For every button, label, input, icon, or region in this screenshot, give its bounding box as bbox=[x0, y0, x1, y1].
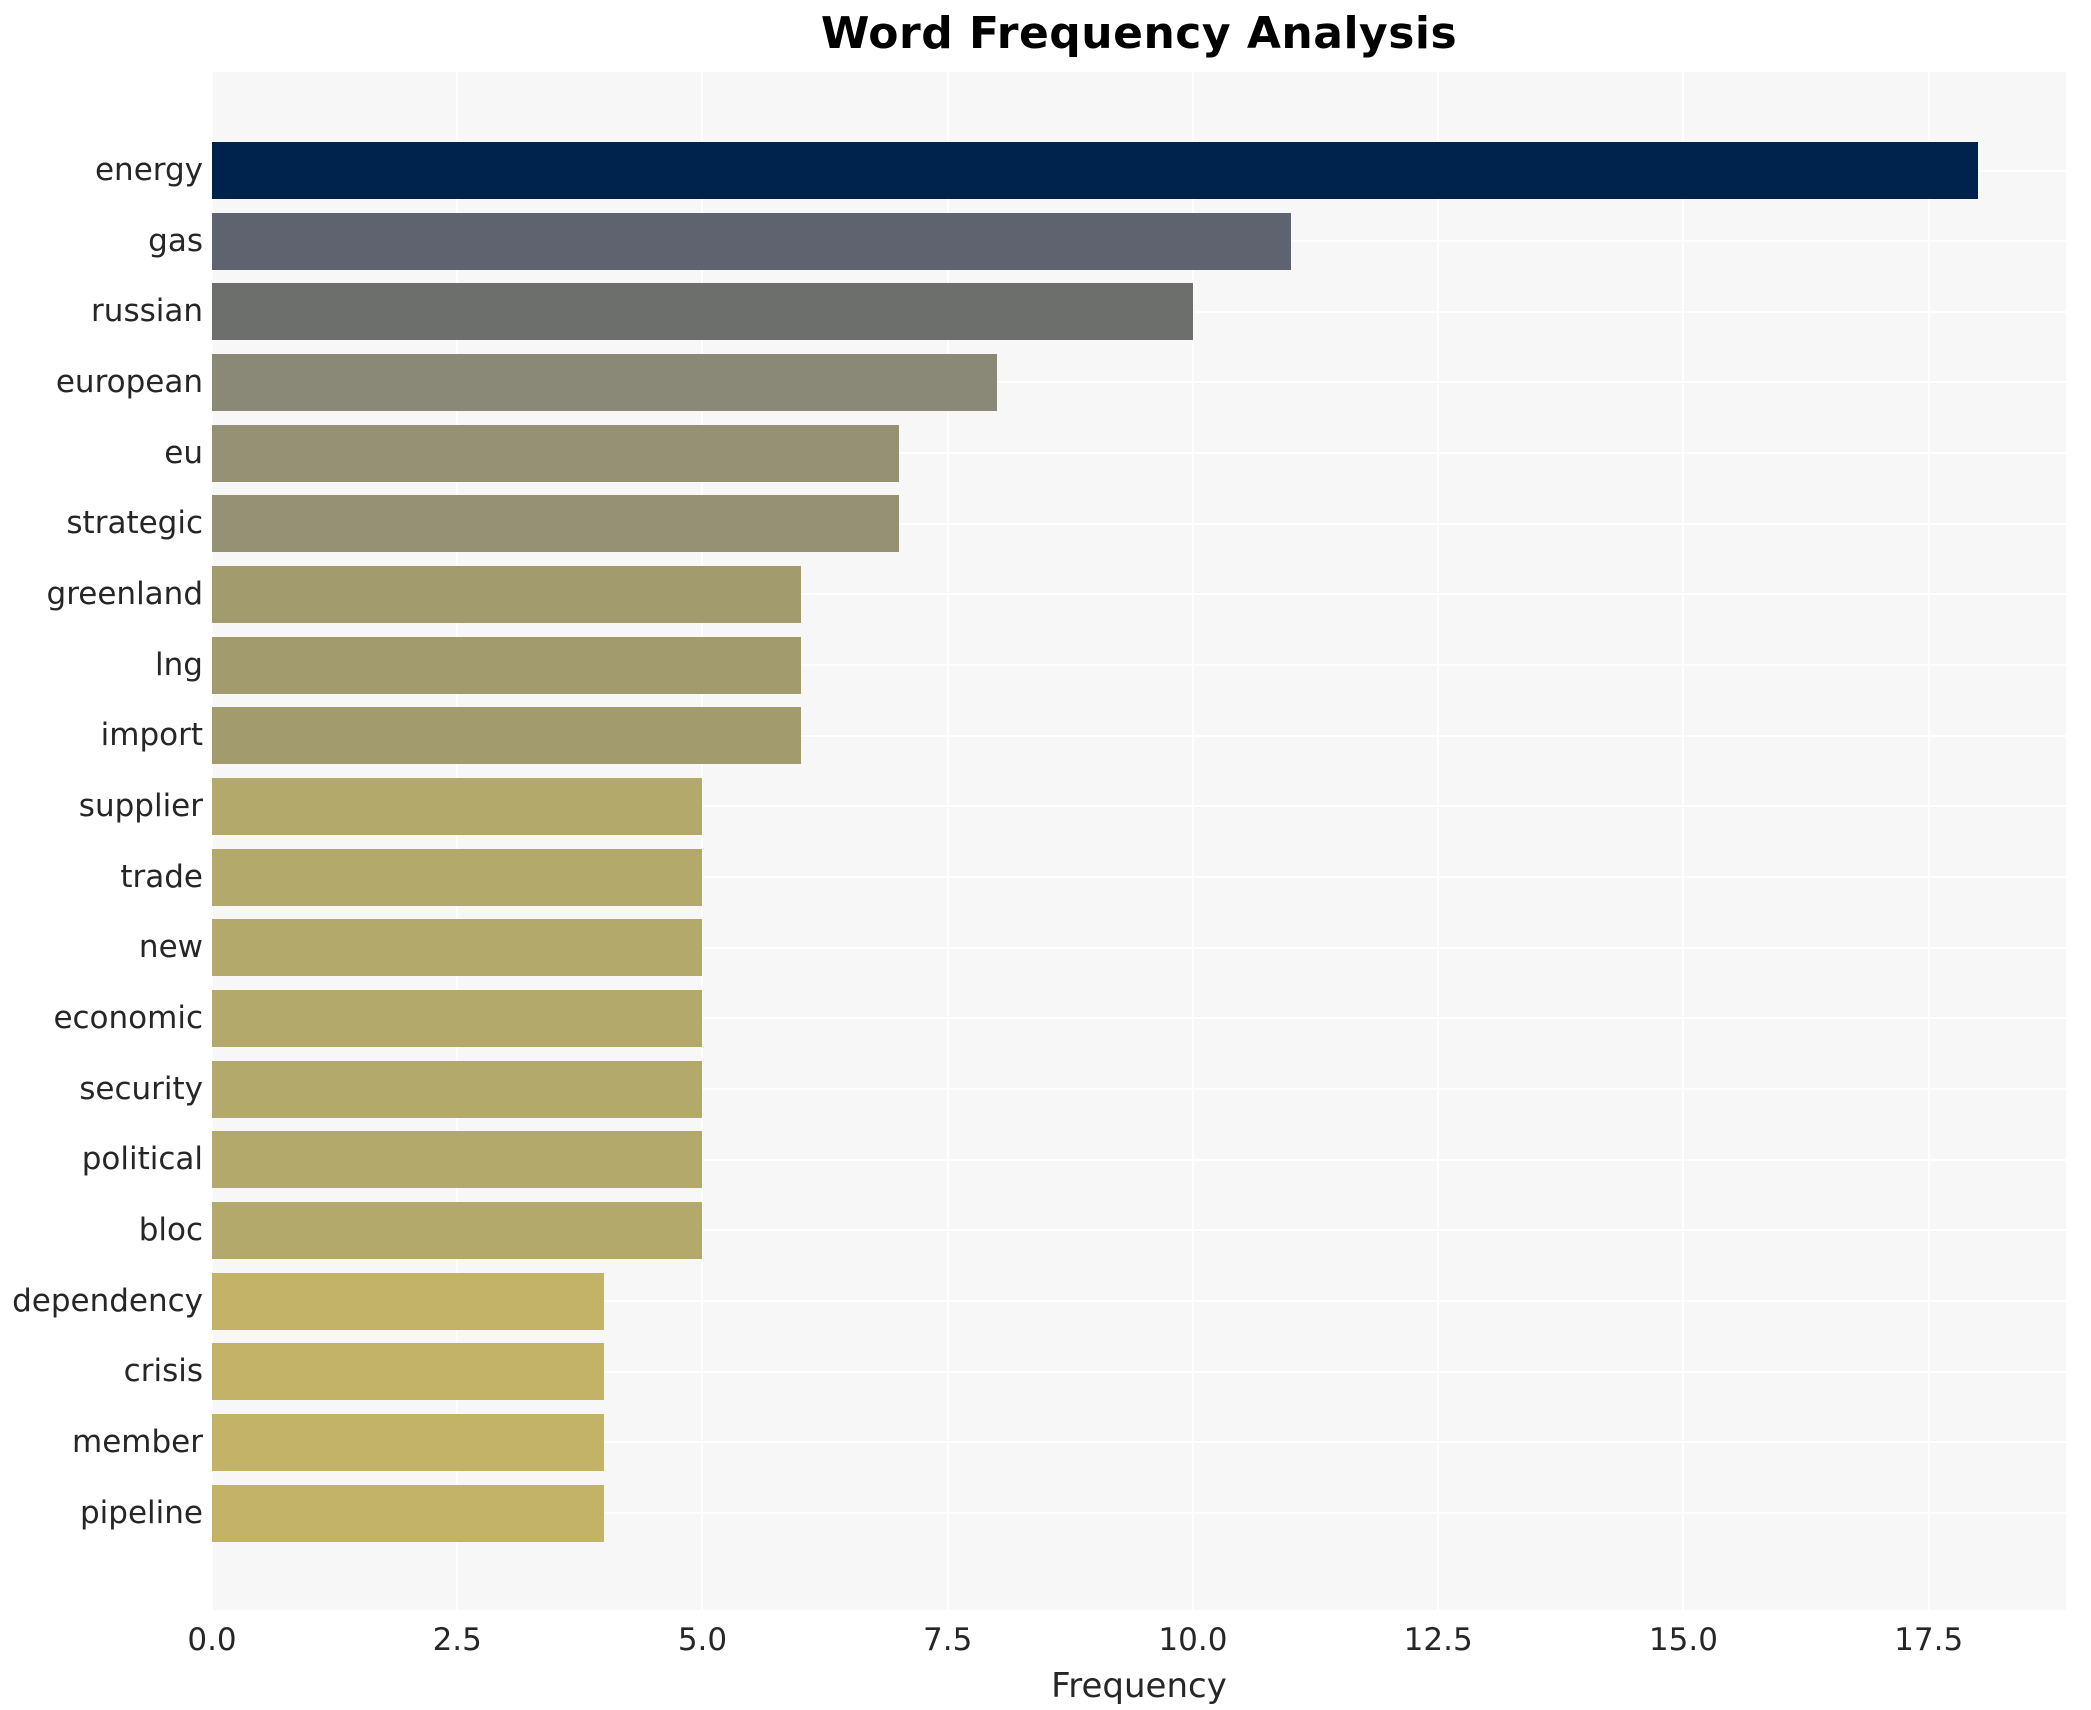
y-tick-label-crisis: crisis bbox=[123, 1353, 203, 1390]
x-axis-label: Frequency bbox=[1051, 1666, 1227, 1706]
x-tick-label-17.5: 17.5 bbox=[1894, 1622, 1964, 1658]
gridline-horizontal bbox=[212, 1300, 2066, 1303]
x-tick-label-10.0: 10.0 bbox=[1158, 1622, 1228, 1658]
bar-supplier bbox=[212, 777, 703, 835]
bar-bloc bbox=[212, 1201, 703, 1259]
bar-european bbox=[212, 353, 997, 411]
bar-trade bbox=[212, 848, 703, 906]
bar-russian bbox=[212, 283, 1193, 341]
x-tick-label-7.5: 7.5 bbox=[923, 1622, 973, 1658]
gridline-horizontal bbox=[212, 1370, 2066, 1373]
x-tick-label-12.5: 12.5 bbox=[1403, 1622, 1473, 1658]
bar-energy bbox=[212, 142, 1978, 199]
chart-title: Word Frequency Analysis bbox=[820, 8, 1458, 59]
y-tick-label-russian: russian bbox=[91, 293, 203, 330]
y-tick-label-trade: trade bbox=[120, 858, 203, 895]
bar-political bbox=[212, 1131, 703, 1189]
gridline-vertical bbox=[1682, 72, 1685, 1610]
bar-greenland bbox=[212, 565, 801, 623]
gridline-vertical bbox=[946, 72, 949, 1610]
y-tick-label-economic: economic bbox=[53, 999, 203, 1036]
gridline-horizontal bbox=[212, 805, 2066, 808]
bar-strategic bbox=[212, 495, 899, 553]
gridline-horizontal bbox=[212, 1017, 2066, 1020]
gridline-vertical bbox=[1191, 72, 1194, 1610]
x-tick-label-2.5: 2.5 bbox=[432, 1622, 482, 1658]
y-tick-label-new: new bbox=[138, 929, 203, 966]
x-tick-label-0.0: 0.0 bbox=[187, 1622, 237, 1658]
gridline-horizontal bbox=[212, 522, 2066, 525]
x-tick-label-5.0: 5.0 bbox=[677, 1622, 728, 1658]
bar-lng bbox=[212, 636, 801, 694]
plot-area bbox=[211, 72, 2066, 1610]
gridline-horizontal bbox=[212, 1088, 2066, 1091]
gridline-horizontal bbox=[212, 946, 2066, 949]
bar-new bbox=[212, 919, 703, 977]
y-tick-label-supplier: supplier bbox=[78, 787, 203, 824]
gridline-horizontal bbox=[212, 593, 2066, 596]
bar-member bbox=[212, 1413, 605, 1471]
y-tick-label-greenland: greenland bbox=[46, 575, 203, 612]
gridline-horizontal bbox=[212, 381, 2066, 384]
y-tick-label-import: import bbox=[100, 717, 203, 754]
y-tick-label-member: member bbox=[72, 1423, 203, 1460]
y-tick-label-strategic: strategic bbox=[66, 505, 203, 542]
gridline-vertical bbox=[211, 72, 213, 1610]
gridline-horizontal bbox=[212, 664, 2066, 667]
y-tick-label-eu: eu bbox=[164, 434, 203, 471]
gridline-horizontal bbox=[212, 876, 2066, 879]
bar-import bbox=[212, 707, 801, 765]
x-tick-label-15.0: 15.0 bbox=[1648, 1622, 1718, 1658]
y-tick-label-bloc: bloc bbox=[138, 1211, 203, 1248]
bar-gas bbox=[212, 212, 1292, 270]
gridline-vertical bbox=[701, 72, 704, 1610]
y-tick-label-lng: lng bbox=[155, 646, 203, 683]
gridline-horizontal bbox=[212, 1512, 2066, 1515]
gridline-horizontal bbox=[212, 1158, 2066, 1161]
bar-security bbox=[212, 1060, 703, 1118]
bar-eu bbox=[212, 424, 899, 482]
gridline-horizontal bbox=[212, 1229, 2066, 1232]
y-tick-label-dependency: dependency bbox=[12, 1282, 203, 1319]
y-tick-label-security: security bbox=[79, 1070, 203, 1107]
y-tick-label-european: european bbox=[55, 363, 203, 400]
y-tick-label-political: political bbox=[81, 1141, 203, 1178]
bar-crisis bbox=[212, 1343, 605, 1401]
bar-pipeline bbox=[212, 1484, 605, 1542]
y-tick-label-gas: gas bbox=[148, 222, 203, 259]
y-tick-label-pipeline: pipeline bbox=[80, 1494, 203, 1531]
gridline-vertical bbox=[456, 72, 459, 1610]
bar-economic bbox=[212, 989, 703, 1047]
bar-dependency bbox=[212, 1272, 605, 1330]
gridline-vertical bbox=[1437, 72, 1440, 1610]
gridline-horizontal bbox=[212, 734, 2066, 737]
gridline-horizontal bbox=[212, 452, 2066, 455]
gridline-horizontal bbox=[212, 1441, 2066, 1444]
y-tick-label-energy: energy bbox=[94, 152, 203, 188]
gridline-vertical bbox=[1927, 72, 1930, 1610]
